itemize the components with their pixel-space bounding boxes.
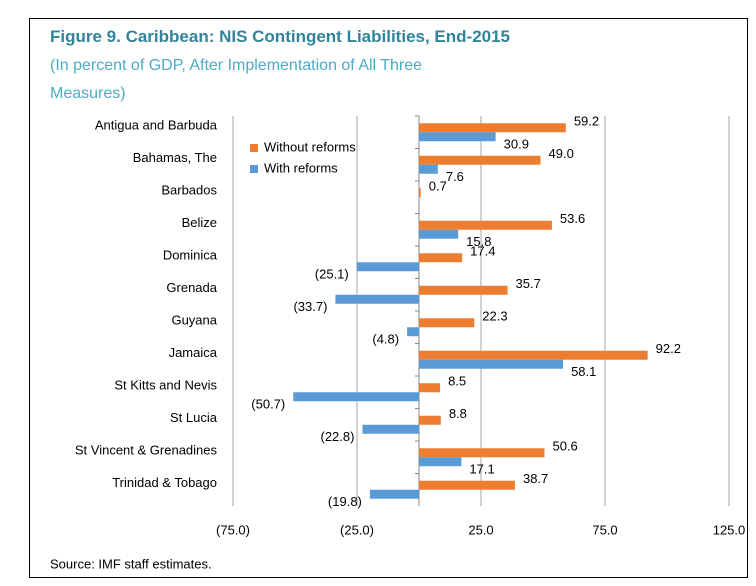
x-tick-label: 125.0: [713, 522, 746, 537]
y-tick-label: Jamaica: [169, 345, 218, 360]
x-tick-label: (25.0): [340, 522, 374, 537]
bar: [419, 132, 496, 142]
y-tick-label: Dominica: [163, 248, 218, 263]
bar: [419, 383, 441, 393]
bar: [407, 327, 419, 337]
data-label: 58.1: [571, 364, 596, 379]
data-label: 15.8: [466, 234, 491, 249]
bar: [335, 294, 419, 304]
bar: [419, 480, 515, 490]
x-tick-label: 25.0: [468, 522, 493, 537]
y-tick-label: St Vincent & Grenadines: [75, 443, 218, 458]
y-tick-label: Barbados: [161, 183, 217, 198]
chart-title: Figure 9. Caribbean: NIS Contingent Liab…: [50, 27, 510, 46]
bar: [419, 318, 475, 328]
bar: [419, 253, 463, 263]
bar: [419, 359, 564, 369]
y-tick-label: St Lucia: [170, 410, 218, 425]
frame: [29, 18, 748, 578]
data-label: 30.9: [504, 137, 529, 152]
data-label: 8.8: [449, 406, 467, 421]
data-label: (50.7): [251, 397, 285, 412]
y-tick-label: Grenada: [166, 280, 217, 295]
legend-label: With reforms: [264, 160, 338, 175]
data-label: (22.8): [320, 429, 354, 444]
y-tick-label: Guyana: [171, 313, 217, 328]
y-tick-label: Bahamas, The: [133, 150, 217, 165]
subtitle: (In percent of GDP, After Implementation…: [50, 57, 422, 74]
legend-swatch: [250, 144, 258, 152]
bar: [419, 188, 421, 198]
data-label: 53.6: [560, 211, 585, 226]
bar: [293, 392, 419, 402]
y-tick-label: Trinidad & Tobago: [112, 475, 217, 490]
data-label: 17.4: [470, 244, 495, 259]
data-label: 7.6: [446, 169, 464, 184]
bar: [419, 155, 541, 165]
data-label: 59.2: [574, 114, 599, 129]
legend-label: Without reforms: [264, 139, 356, 154]
data-label: 38.7: [523, 471, 548, 486]
bar: [419, 350, 648, 360]
data-label: 17.1: [469, 462, 494, 477]
bar: [419, 415, 441, 425]
legend-swatch: [250, 165, 258, 173]
bar: [419, 164, 438, 174]
bar: [369, 489, 419, 499]
data-label: (25.1): [315, 267, 349, 282]
bar: [419, 457, 462, 467]
x-tick-label: (75.0): [216, 522, 250, 537]
data-label: 8.5: [448, 374, 466, 389]
bar: [419, 220, 552, 230]
bar: [419, 229, 459, 239]
bar: [419, 448, 545, 458]
data-label: (19.8): [328, 494, 362, 509]
data-label: 50.6: [552, 439, 577, 454]
data-label: 92.2: [656, 341, 681, 356]
source: Source: IMF staff estimates.: [50, 556, 212, 571]
x-tick-label: 75.0: [592, 522, 617, 537]
y-tick-label: St Kitts and Nevis: [114, 378, 217, 393]
y-tick-label: Belize: [182, 215, 217, 230]
data-label: 35.7: [516, 276, 541, 291]
data-label: (4.8): [372, 332, 399, 347]
bar: [356, 262, 419, 272]
bar: [419, 123, 566, 133]
subtitle: Measures): [50, 85, 126, 102]
data-label: 0.7: [429, 179, 447, 194]
data-label: 49.0: [549, 146, 574, 161]
data-label: (33.7): [293, 299, 327, 314]
y-tick-label: Antigua and Barbuda: [95, 118, 218, 133]
bar: [419, 285, 508, 295]
data-label: 22.3: [482, 309, 507, 324]
bar: [362, 424, 419, 434]
